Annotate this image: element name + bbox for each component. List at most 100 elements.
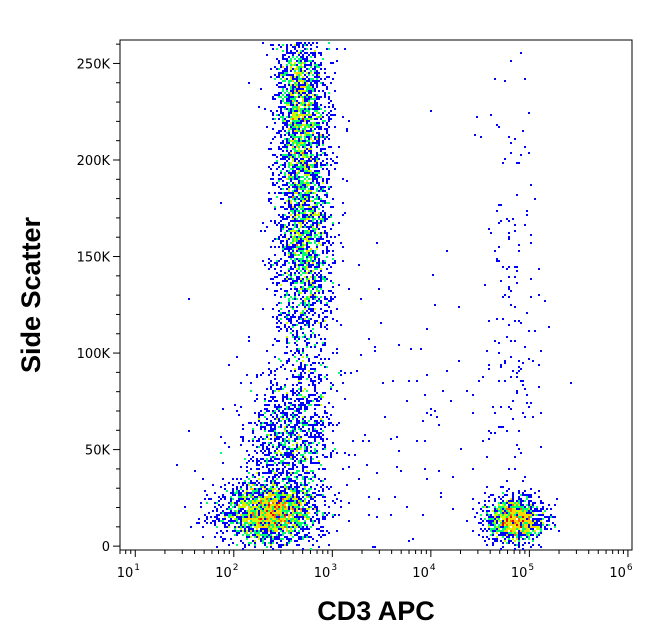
data-point <box>276 400 278 402</box>
data-point <box>324 406 326 408</box>
data-point <box>290 116 292 118</box>
data-point <box>332 286 334 288</box>
data-point <box>296 332 298 334</box>
data-point <box>518 534 520 536</box>
data-point <box>290 274 292 276</box>
data-point <box>302 46 304 48</box>
data-point <box>250 508 252 510</box>
data-point <box>294 406 296 408</box>
data-point <box>274 508 276 510</box>
data-point <box>298 278 300 280</box>
data-point <box>296 278 298 280</box>
data-point <box>312 284 314 286</box>
data-point <box>332 406 334 408</box>
data-point <box>256 496 258 498</box>
data-point <box>302 398 304 400</box>
data-point <box>308 106 310 108</box>
data-point <box>300 386 302 388</box>
data-point <box>298 216 300 218</box>
data-point <box>262 514 264 516</box>
data-point <box>310 462 312 464</box>
data-point <box>310 308 312 310</box>
data-point <box>312 442 314 444</box>
data-point <box>300 474 302 476</box>
data-point <box>286 524 288 526</box>
data-point <box>298 368 300 370</box>
data-point <box>268 526 270 528</box>
data-point <box>270 380 272 382</box>
data-point <box>298 532 300 534</box>
data-point <box>282 216 284 218</box>
data-point <box>316 182 318 184</box>
data-point <box>512 514 514 516</box>
data-point <box>530 514 532 516</box>
data-point <box>252 476 254 478</box>
data-point <box>282 472 284 474</box>
data-point <box>302 454 304 456</box>
data-point <box>230 512 232 514</box>
data-point <box>290 282 292 284</box>
data-point <box>248 82 250 84</box>
data-point <box>280 288 282 290</box>
data-point <box>312 544 314 546</box>
data-point <box>280 154 282 156</box>
data-point <box>528 526 530 528</box>
data-point <box>284 502 286 504</box>
data-point <box>282 500 284 502</box>
data-point <box>298 366 300 368</box>
data-point <box>298 538 300 540</box>
data-point <box>284 176 286 178</box>
data-point <box>308 218 310 220</box>
data-point <box>546 508 548 510</box>
data-point <box>252 504 254 506</box>
data-point <box>298 338 300 340</box>
data-point <box>322 344 324 346</box>
data-point <box>282 248 284 250</box>
data-point <box>312 84 314 86</box>
data-point <box>506 524 508 526</box>
data-point <box>288 496 290 498</box>
data-point <box>536 520 538 522</box>
data-point <box>318 260 320 262</box>
data-point <box>296 164 298 166</box>
data-point <box>300 312 302 314</box>
data-point <box>504 80 506 82</box>
data-point <box>510 500 512 502</box>
data-point <box>232 478 234 480</box>
data-point <box>510 60 512 62</box>
data-point <box>318 138 320 140</box>
data-point <box>264 542 266 544</box>
data-point <box>302 108 304 110</box>
data-point <box>280 544 282 546</box>
data-point <box>296 486 298 488</box>
data-point <box>310 48 312 50</box>
data-point <box>296 446 298 448</box>
data-point <box>328 172 330 174</box>
data-point <box>332 258 334 260</box>
data-point <box>310 70 312 72</box>
data-point <box>290 180 292 182</box>
data-point <box>300 502 302 504</box>
data-point <box>286 122 288 124</box>
data-point <box>540 514 542 516</box>
data-point <box>528 532 530 534</box>
data-point <box>264 502 266 504</box>
data-point <box>526 528 528 530</box>
data-point <box>288 434 290 436</box>
data-point <box>284 316 286 318</box>
data-point <box>302 252 304 254</box>
data-point <box>322 82 324 84</box>
data-point <box>504 518 506 520</box>
data-point <box>314 412 316 414</box>
data-point <box>280 296 282 298</box>
data-point <box>516 502 518 504</box>
data-point <box>344 452 346 454</box>
data-point <box>230 508 232 510</box>
data-point <box>306 254 308 256</box>
data-point <box>294 286 296 288</box>
data-point <box>288 302 290 304</box>
data-point <box>298 94 300 96</box>
data-point <box>304 484 306 486</box>
data-point <box>280 74 282 76</box>
data-point <box>276 84 278 86</box>
